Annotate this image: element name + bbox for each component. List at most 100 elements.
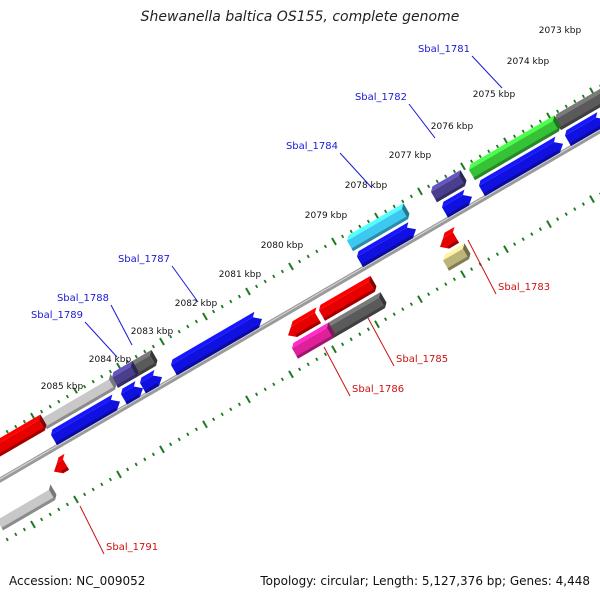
scale-tick [436, 180, 438, 183]
scale-tick [49, 405, 51, 408]
scale-tick [74, 496, 78, 503]
scale-tick [178, 438, 180, 441]
scale-tick [15, 533, 17, 536]
leader-line [85, 322, 117, 357]
scale-tick [540, 120, 542, 123]
scale-label: 2079 kbp [305, 211, 348, 221]
scale-label: 2077 kbp [389, 151, 432, 161]
leader-line [172, 266, 198, 302]
scale-tick [24, 528, 26, 531]
gene-label: Sbal_1784 [286, 141, 338, 152]
scale-tick [342, 235, 344, 238]
scale-tick [187, 325, 189, 328]
feature-shadow [176, 325, 259, 375]
scale-tick [428, 185, 430, 188]
scale-tick [41, 518, 43, 521]
feature-small-red [49, 454, 73, 477]
leader-line [472, 56, 502, 88]
scale-tick [282, 378, 284, 381]
scale-tick [332, 238, 336, 245]
scale-tick [590, 196, 594, 203]
scale-tick [488, 150, 490, 153]
scale-label: 2080 kbp [261, 241, 304, 251]
inner-tick-row [0, 183, 600, 553]
scale-tick [58, 508, 60, 511]
leader-line [324, 347, 350, 396]
scale-tick [153, 453, 155, 456]
scale-label: 2073 kbp [539, 26, 582, 36]
scale-tick [256, 285, 258, 288]
scale-tick [531, 125, 533, 128]
label-sbal-1783: Sbal_1783 [468, 240, 550, 294]
scale-tick [246, 288, 250, 295]
scale-tick [540, 228, 542, 231]
scale-tick [531, 233, 533, 236]
scale-tick [461, 163, 465, 170]
label-sbal-1789: Sbal_1789 [31, 310, 117, 357]
scale-tick [574, 208, 576, 211]
scale-tick [547, 221, 551, 228]
scale-tick [15, 425, 17, 428]
scale-tick [213, 310, 215, 313]
gene-label: Sbal_1783 [498, 282, 550, 293]
label-sbal-1787: Sbal_1787 [118, 254, 198, 302]
scale-tick [418, 296, 422, 303]
gene-label: Sbal_1786 [352, 384, 404, 395]
scale-tick [6, 430, 8, 433]
scale-tick [264, 388, 266, 391]
scale-tick [170, 443, 172, 446]
label-sbal-1791: Sbal_1791 [80, 506, 158, 554]
scale-tick [221, 413, 223, 416]
scale-tick [316, 250, 318, 253]
feature-body [171, 314, 265, 376]
scale-tick [445, 175, 447, 178]
scale-tick [574, 100, 576, 103]
scale-label: 2076 kbp [431, 122, 474, 132]
scale-tick [58, 400, 60, 403]
scale-tick [316, 358, 318, 361]
scale-tick [299, 260, 301, 263]
map-title: Shewanella baltica OS155, complete genom… [0, 9, 600, 25]
scale-tick [246, 396, 250, 403]
leader-line [468, 240, 496, 294]
scale-tick [92, 380, 94, 383]
scale-tick [92, 488, 94, 491]
feature-sbal-1791 [0, 484, 58, 530]
scale-tick [583, 95, 585, 98]
scale-tick [196, 320, 198, 323]
scale-tick [497, 145, 499, 148]
leader-line [368, 318, 394, 366]
scale-tick [436, 288, 438, 291]
scale-tick [445, 283, 447, 286]
scale-tick [187, 433, 189, 436]
scale-tick [84, 493, 86, 496]
scale-tick [203, 421, 207, 428]
scale-tick [144, 350, 146, 353]
scale-tick [522, 130, 524, 133]
scale-tick [110, 478, 112, 481]
scale-tick [411, 195, 413, 198]
scale-tick [144, 458, 146, 461]
scale-tick [203, 313, 207, 320]
scale-tick [461, 271, 465, 278]
scale-label: 2082 kbp [175, 299, 218, 309]
scale-tick [479, 155, 481, 158]
scale-tick [514, 135, 516, 138]
scale-tick [230, 300, 232, 303]
scale-tick [289, 371, 293, 378]
scale-tick [325, 353, 327, 356]
scale-tick [221, 305, 223, 308]
scale-tick [239, 295, 241, 298]
scale-tick [273, 275, 275, 278]
scale-tick [565, 213, 567, 216]
scale-tick [325, 245, 327, 248]
scale-tick [307, 255, 309, 258]
scale-tick [359, 225, 361, 228]
label-sbal-1785: Sbal_1785 [368, 318, 448, 366]
gene-label: Sbal_1788 [57, 293, 109, 304]
scale-tick [67, 395, 69, 398]
gene-label: Sbal_1791 [106, 542, 158, 553]
scale-tick [282, 270, 284, 273]
scale-label: 2074 kbp [507, 57, 550, 67]
